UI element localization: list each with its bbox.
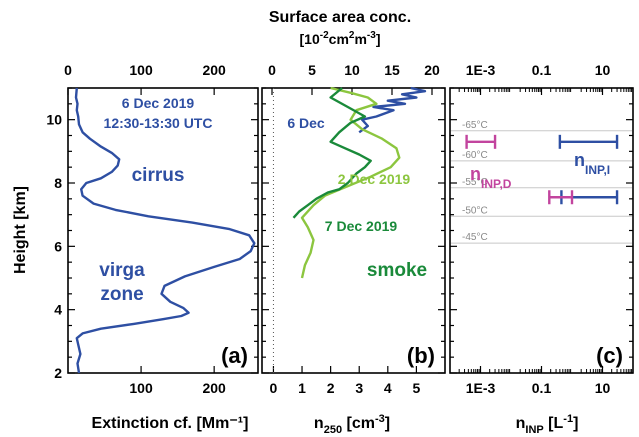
panel-b-label: (b): [407, 343, 435, 368]
top-unit-close: ]: [376, 31, 381, 47]
n-inp-i-base: n: [574, 150, 585, 170]
panel-c-xlabel: nINP [L-1]: [516, 413, 579, 436]
panel-b-xtick-label: 2: [327, 380, 335, 396]
panel-c-top-tick-label: 10: [595, 62, 611, 78]
panel-b-top-tick-label: 0: [268, 62, 276, 78]
n-inp-i-label: nINP,I: [574, 150, 610, 177]
panel-a-zone-annotation: zone: [100, 284, 143, 305]
panel-a-xtick-label: 100: [129, 380, 153, 396]
top-axis-title: Surface area conc.: [269, 9, 411, 26]
panel-b-xlabel-sub: 250: [324, 424, 342, 436]
panel-b-7dec-annotation: 7 Dec 2019: [325, 218, 398, 234]
panel-b-xtick-label: 4: [384, 380, 392, 396]
top-unit-exp1: -2: [320, 30, 329, 41]
y-axis-label: Height [km]: [12, 186, 29, 274]
y-tick-label: 6: [54, 238, 62, 254]
panel-a-cirrus-annotation: cirrus: [132, 165, 185, 186]
y-tick-label: 8: [54, 175, 62, 191]
panel-a-top-tick-label: 0: [64, 62, 72, 78]
panel-c-top-tick-label: 0.1: [532, 62, 552, 78]
panel-b-xlabel-exp: -3: [375, 413, 385, 425]
panel-b-xlabel-unit: [cm: [342, 415, 375, 432]
y-tick-label: 2: [54, 365, 62, 381]
panel-b-xlabel: n250 [cm-3]: [314, 413, 390, 436]
panel-a-time-annotation: 12:30-13:30 UTC: [104, 115, 213, 131]
panel-c-label: (c): [596, 343, 623, 368]
panel-c-xlabel-unit: [L: [544, 415, 564, 432]
top-unit-exp2: 2: [349, 30, 355, 41]
panel-b-xtick-label: 0: [270, 380, 278, 396]
temperature-label: -60°C: [462, 150, 488, 161]
panel-b-top-tick-label: 15: [384, 62, 400, 78]
temperature-label: -65°C: [462, 120, 488, 131]
y-tick-label: 10: [46, 112, 62, 128]
panel-a-top-tick-label: 200: [202, 62, 226, 78]
panel-c-xlabel-close: ]: [573, 415, 578, 432]
panel-a-virga-annotation: virga: [99, 260, 145, 281]
panel-a-series-line: [74, 87, 256, 374]
panel-c-xlabel-sub: INP: [525, 424, 543, 436]
panel-c-xtick-label: 1E-3: [466, 380, 496, 396]
panel-a: 100 200 0 100 200 2 4 6 8 10 (a) 6 Dec 2019 12:30-13…: [46, 62, 259, 396]
top-axis-unit: [10-2cm2m-3]: [300, 30, 381, 47]
temperature-label: -50°C: [462, 205, 488, 216]
panel-b-smoke-annotation: smoke: [367, 260, 427, 281]
panel-c-xlabel-base: n: [516, 415, 526, 432]
panel-a-xtick-label: 200: [202, 380, 226, 396]
panel-b-xtick-label: 5: [413, 380, 421, 396]
top-unit-tail: m: [354, 31, 366, 47]
top-unit-exp3: -3: [367, 30, 376, 41]
y-tick-label: 4: [54, 302, 62, 318]
panel-b-6dec-annotation: 6 Dec: [287, 115, 325, 131]
top-unit-mid: cm: [329, 31, 349, 47]
n-inp-d-label: nINP,D: [470, 164, 512, 191]
panel-b-xlabel-close: ]: [385, 415, 390, 432]
n-inp-d-sub: INP,D: [481, 177, 512, 191]
panel-b-series-line: [358, 86, 427, 134]
panel-b-series-line: [300, 86, 401, 279]
temperature-label: -55°C: [462, 177, 488, 188]
panel-a-xlabel: Extinction cf. [Mm⁻¹]: [92, 415, 249, 432]
panel-c-xtick-label: 10: [595, 380, 611, 396]
panel-b-series-line: [292, 87, 372, 219]
panel-b-top-tick-label: 5: [308, 62, 316, 78]
panel-b-xlabel-base: n: [314, 415, 324, 432]
panel-b-xtick-label: 3: [355, 380, 363, 396]
panel-b-2dec-annotation: 2 Dec 2019: [338, 171, 411, 187]
panel-a-label: (a): [221, 343, 248, 368]
panel-c-xlabel-exp: -1: [563, 413, 573, 425]
panel-b: 0 1 2 3 4 5 0 5 10 15 20 (b) 6 Dec 2 Dec 2019 7 Dec 20…: [261, 62, 446, 396]
panel-c-top-tick-label: 1E-3: [466, 62, 496, 78]
n-inp-i-sub: INP,I: [585, 163, 610, 177]
panel-b-top-tick-label: 10: [344, 62, 360, 78]
top-unit-base: [10: [300, 31, 320, 47]
panel-a-date-annotation: 6 Dec 2019: [122, 95, 195, 111]
panel-a-top-tick-label: 100: [129, 62, 153, 78]
n-inp-d-base: n: [470, 164, 481, 184]
panel-b-top-tick-label: 20: [424, 62, 440, 78]
panel-c: 1E-3 0.1 10 1E-3 0.1 10 (c) -65°C -60°C -55°C -50°…: [449, 62, 634, 396]
temperature-label: -45°C: [462, 232, 488, 243]
panel-b-xtick-label: 1: [298, 380, 306, 396]
panel-c-xtick-label: 0.1: [532, 380, 552, 396]
